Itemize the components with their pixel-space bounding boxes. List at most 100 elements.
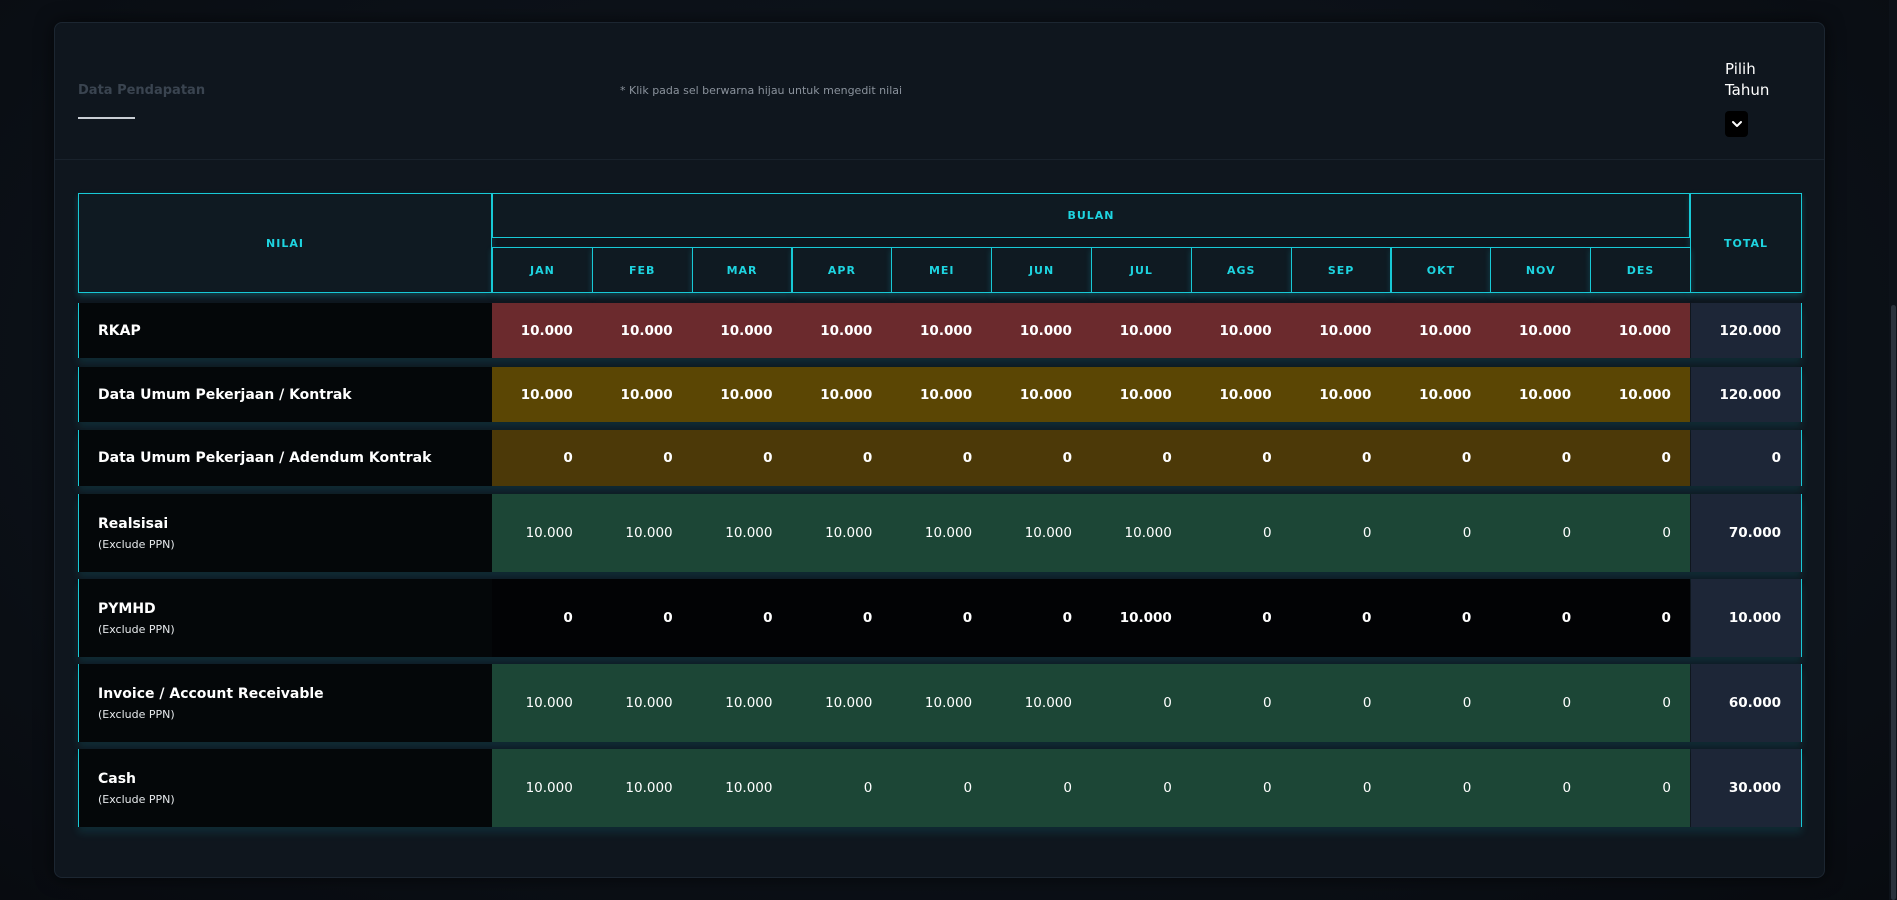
row-total-cell: 120.000 [1691,303,1801,358]
row-label-text: RKAP [98,322,141,339]
row-value-cells: 10.000 10.000 10.000 0 0 0 0 0 0 0 0 0 [492,749,1690,827]
value-cell-des[interactable]: 0 [1662,695,1671,711]
row-label: Realsisai (Exclude PPN) [79,494,492,572]
value-cell-ags[interactable]: 0 [1263,780,1272,796]
value-cell-jul: 10.000 [1119,322,1172,339]
value-cell-jul: 0 [1162,450,1172,466]
value-cell-ags: 10.000 [1219,386,1272,403]
year-select[interactable] [1725,111,1748,137]
title-underline [78,117,135,119]
value-cell-sep: 10.000 [1319,322,1372,339]
value-cell-sep[interactable]: 0 [1362,780,1372,796]
value-cell-nov[interactable]: 0 [1562,525,1572,541]
row-label-text: Data Umum Pekerjaan / Adendum Kontrak [98,450,432,466]
row-value-cells: 10.000 10.000 10.000 10.000 10.000 10.000 10.0… [492,367,1690,422]
value-cell-apr[interactable]: 10.000 [825,695,873,711]
value-cell-okt[interactable]: 0 [1462,695,1472,711]
column-header-month-ags: AGS [1190,247,1292,293]
value-cell-mar[interactable]: 10.000 [725,780,773,796]
value-cell-apr: 0 [862,450,873,466]
column-header-month-jun: JUN [991,247,1092,293]
row-label-text: Cash [98,770,137,787]
value-cell-jun[interactable]: 0 [1063,780,1072,796]
value-cell-apr[interactable]: 10.000 [825,525,873,541]
value-cell-mei[interactable]: 10.000 [924,695,973,711]
row-sublabel-text: (Exclude PPN) [98,792,175,806]
value-cell-sep[interactable]: 0 [1362,695,1372,711]
value-cell-jan[interactable]: 10.000 [525,695,573,711]
value-cell-jan[interactable]: 10.000 [525,525,573,541]
value-cell-okt: 10.000 [1419,322,1472,339]
value-cell-feb[interactable]: 10.000 [625,695,673,711]
scrollbar-thumb[interactable] [1891,305,1896,900]
value-cell-mar[interactable]: 10.000 [725,525,773,541]
value-cell-jul: 10.000 [1119,610,1172,626]
value-cell-des: 10.000 [1618,322,1671,339]
table-row: Invoice / Account Receivable (Exclude PPN… [78,664,1802,742]
value-cell-des[interactable]: 0 [1662,780,1671,796]
row-label-text: Realsisai [98,515,169,532]
column-header-total: TOTAL [1690,193,1802,293]
value-cell-ags[interactable]: 0 [1263,525,1272,541]
value-cell-jun[interactable]: 10.000 [1024,525,1072,541]
column-header-month-mei: MEI [891,247,993,293]
table-row: Cash (Exclude PPN) 10.000 10.000 10.000 0 0 0 0 0… [78,749,1802,827]
value-cell-jun[interactable]: 10.000 [1024,695,1072,711]
value-cell-jan[interactable]: 10.000 [525,780,573,796]
column-header-month-jul: JUL [1091,247,1192,293]
value-cell-apr: 0 [862,610,873,626]
value-cell-sep[interactable]: 0 [1362,525,1372,541]
value-cell-mei: 10.000 [920,386,973,403]
value-cell-mei[interactable]: 0 [963,780,973,796]
value-cell-ags: 10.000 [1219,322,1272,339]
value-cell-apr[interactable]: 0 [863,780,873,796]
row-value-cells: 10.000 10.000 10.000 10.000 10.000 10.000 0 0 0 0… [492,664,1690,742]
column-header-month-okt: OKT [1390,247,1492,293]
column-header-month-sep: SEP [1290,247,1392,293]
value-cell-nov[interactable]: 0 [1562,695,1572,711]
value-cell-ags[interactable]: 0 [1263,695,1272,711]
column-header-month-des: DES [1590,247,1691,293]
row-value-cells: 0 0 0 0 0 0 10.000 0 0 0 0 0 [492,579,1690,657]
row-total-cell: 30.000 [1691,749,1801,827]
value-cell-jul[interactable]: 0 [1163,780,1172,796]
value-cell-okt[interactable]: 0 [1462,525,1472,541]
row-total-cell: 70.000 [1691,494,1801,572]
value-cell-sep: 10.000 [1319,386,1372,403]
row-value-cells: 10.000 10.000 10.000 10.000 10.000 10.000 10.0… [492,303,1690,358]
value-cell-feb[interactable]: 10.000 [625,525,673,541]
value-cell-jul[interactable]: 10.000 [1124,525,1172,541]
value-cell-mar[interactable]: 10.000 [725,695,773,711]
row-total-cell: 0 [1691,430,1801,486]
value-cell-feb: 10.000 [620,322,673,339]
column-header-month-feb: FEB [591,247,693,293]
column-header-month-apr: APR [791,247,893,293]
revenue-card: Data Pendapatan * Klik pada sel berwarna… [54,22,1825,878]
value-cell-ags: 0 [1262,450,1272,466]
edit-hint: * Klik pada sel berwarna hijau untuk men… [620,84,903,97]
scrollbar-track[interactable] [1889,0,1897,900]
value-cell-nov[interactable]: 0 [1562,780,1572,796]
value-cell-feb[interactable]: 10.000 [625,780,673,796]
table-row: Data Umum Pekerjaan / Adendum Kontrak 0 0 0… [78,430,1802,486]
value-cell-jan: 10.000 [520,386,573,403]
row-sublabel-text: (Exclude PPN) [98,707,175,721]
row-sublabel-text: (Exclude PPN) [98,537,175,551]
value-cell-nov: 0 [1561,610,1572,626]
value-cell-feb: 0 [663,610,673,626]
value-cell-okt: 10.000 [1419,386,1472,403]
value-cell-feb: 10.000 [620,386,673,403]
value-cell-okt[interactable]: 0 [1462,780,1472,796]
value-cell-des[interactable]: 0 [1662,525,1671,541]
value-cell-ags: 0 [1262,610,1272,626]
value-cell-mei[interactable]: 10.000 [924,525,973,541]
value-cell-jul[interactable]: 0 [1163,695,1172,711]
row-value-cells: 0 0 0 0 0 0 0 0 0 0 0 0 [492,430,1690,486]
table-row: Data Umum Pekerjaan / Kontrak 10.000 10.00… [78,367,1802,422]
row-label: Cash (Exclude PPN) [79,749,492,827]
year-select-label: Pilih Tahun [1725,60,1770,99]
value-cell-jun: 0 [1062,610,1072,626]
value-cell-nov: 10.000 [1519,322,1572,339]
row-label-text: Invoice / Account Receivable [98,685,324,702]
table-row: PYMHD (Exclude PPN) 0 0 0 0 0 0 10.000 0 0 0 0 0 10.00… [78,579,1802,657]
